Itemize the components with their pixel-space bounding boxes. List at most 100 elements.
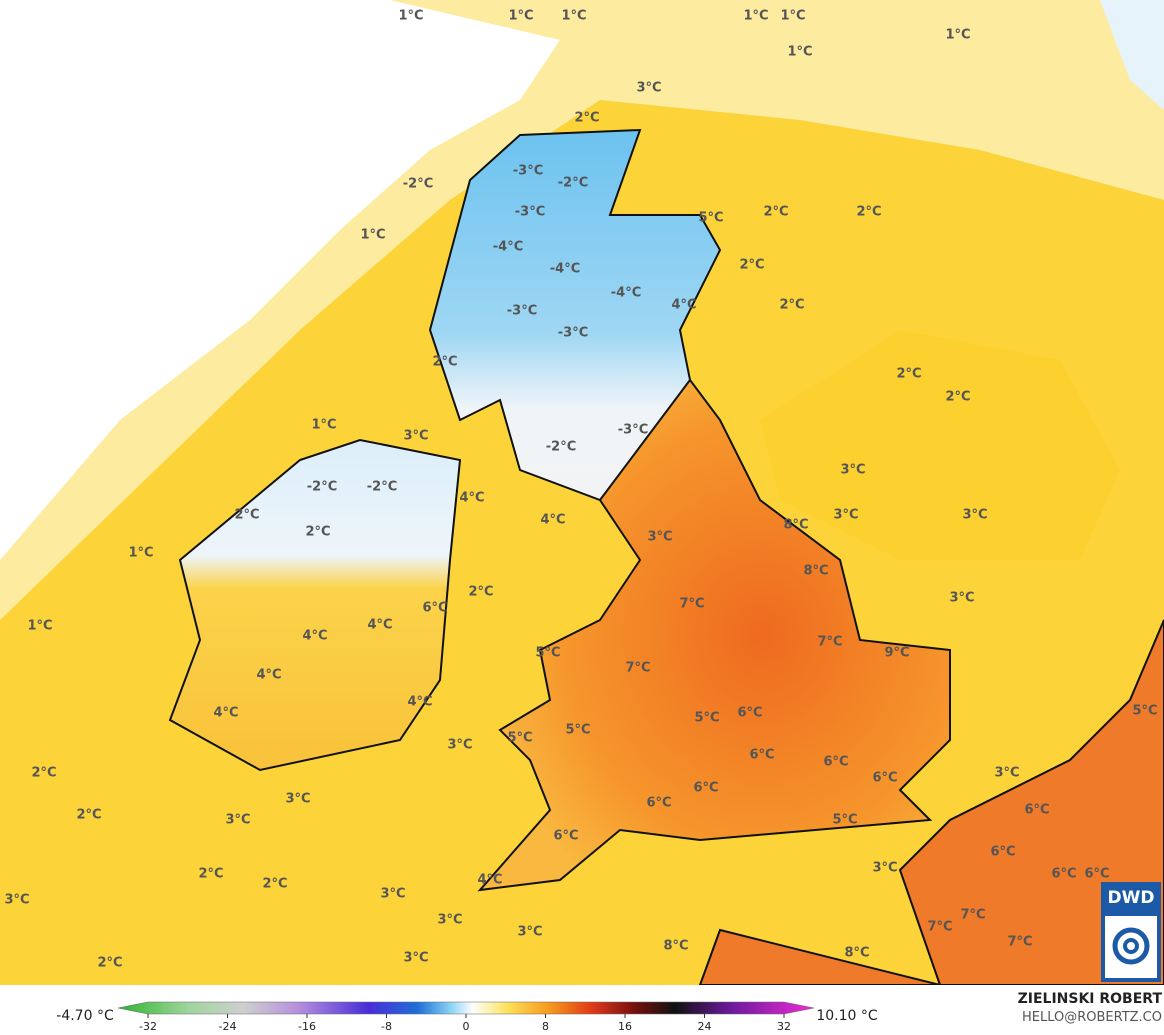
temp-label: 4°C bbox=[459, 491, 484, 506]
temp-label: 3°C bbox=[994, 766, 1019, 781]
temp-label: 4°C bbox=[540, 513, 565, 528]
temp-label: 5°C bbox=[535, 646, 560, 661]
temp-label: 3°C bbox=[872, 861, 897, 876]
temp-label: 1°C bbox=[311, 418, 336, 433]
temp-label: -3°C bbox=[507, 304, 537, 319]
temp-label: 7°C bbox=[960, 908, 985, 923]
temp-label: 5°C bbox=[832, 813, 857, 828]
temp-label: -4°C bbox=[493, 240, 523, 255]
temp-label: 1°C bbox=[360, 228, 385, 243]
temperature-labels: 1°C 1°C 1°C 1°C 1°C 1°C 1°C 3°C 2°C -3°C -2°C -2°C 5… bbox=[4, 9, 1157, 971]
temp-label: 2°C bbox=[896, 367, 921, 382]
temp-label: 4°C bbox=[213, 706, 238, 721]
temp-label: 2°C bbox=[234, 508, 259, 523]
temp-label: 8°C bbox=[783, 518, 808, 533]
colorbar-tick-label: 0 bbox=[463, 1020, 470, 1033]
temp-label: 5°C bbox=[507, 731, 532, 746]
temp-label: 3°C bbox=[962, 508, 987, 523]
temp-label: 4°C bbox=[407, 695, 432, 710]
temp-label: 6°C bbox=[693, 781, 718, 796]
colorbar-tick-label: -24 bbox=[219, 1020, 237, 1033]
colorbar bbox=[117, 1001, 815, 1015]
temp-label: -2°C bbox=[307, 480, 337, 495]
temp-label: 4°C bbox=[671, 298, 696, 313]
temp-label: 2°C bbox=[468, 585, 493, 600]
temp-label: 1°C bbox=[508, 9, 533, 24]
colorbar-tick-label: -32 bbox=[139, 1020, 157, 1033]
ireland bbox=[168, 438, 462, 772]
temp-label: -3°C bbox=[513, 164, 543, 179]
temp-label: -2°C bbox=[558, 176, 588, 191]
warm-zone bbox=[760, 330, 1120, 560]
temp-label: 5°C bbox=[565, 723, 590, 738]
temp-label: 6°C bbox=[749, 748, 774, 763]
temp-label: 3°C bbox=[647, 530, 672, 545]
temp-label: -2°C bbox=[546, 440, 576, 455]
temp-label: 6°C bbox=[872, 771, 897, 786]
temp-label: 7°C bbox=[679, 597, 704, 612]
temp-label: 1°C bbox=[787, 45, 812, 60]
temp-label: 6°C bbox=[990, 845, 1015, 860]
temp-label: 6°C bbox=[1024, 803, 1049, 818]
temp-label: 2°C bbox=[76, 808, 101, 823]
credit-email: HELLO@ROBERTZ.CO bbox=[1022, 1010, 1162, 1025]
cold-zone bbox=[1100, 0, 1164, 110]
temp-label: 2°C bbox=[763, 205, 788, 220]
temp-label: 3°C bbox=[949, 591, 974, 606]
temp-label: 2°C bbox=[945, 390, 970, 405]
temp-label: -3°C bbox=[618, 423, 648, 438]
temp-label: 2°C bbox=[305, 525, 330, 540]
temp-label: 2°C bbox=[31, 766, 56, 781]
temp-label: -4°C bbox=[611, 286, 641, 301]
temp-label: -2°C bbox=[403, 177, 433, 192]
temp-label: 3°C bbox=[380, 887, 405, 902]
temp-label: 6°C bbox=[422, 601, 447, 616]
temp-label: 2°C bbox=[97, 956, 122, 971]
temp-label: 2°C bbox=[856, 205, 881, 220]
temp-label: 7°C bbox=[817, 635, 842, 650]
temp-label: 3°C bbox=[4, 893, 29, 908]
temp-label: 3°C bbox=[403, 951, 428, 966]
temp-label: 1°C bbox=[945, 28, 970, 43]
temp-label: 1°C bbox=[128, 546, 153, 561]
temp-label: 3°C bbox=[225, 813, 250, 828]
temp-label: 1°C bbox=[398, 9, 423, 24]
temp-label: 1°C bbox=[561, 9, 586, 24]
temp-label: 4°C bbox=[302, 629, 327, 644]
temp-label: 9°C bbox=[884, 646, 909, 661]
temp-label: 4°C bbox=[477, 873, 502, 888]
colorbar-tick-label: 8 bbox=[542, 1020, 549, 1033]
colorbar-tick-label: -8 bbox=[381, 1020, 392, 1033]
cold-zone bbox=[0, 0, 560, 560]
credit-name: ZIELINSKI ROBERT bbox=[1018, 991, 1163, 1007]
temp-label: 7°C bbox=[625, 661, 650, 676]
temp-label: 1°C bbox=[743, 9, 768, 24]
temp-label: 5°C bbox=[694, 711, 719, 726]
temp-label: 2°C bbox=[262, 877, 287, 892]
colorbar-tick-label: 16 bbox=[618, 1020, 632, 1033]
temp-label: 2°C bbox=[779, 298, 804, 313]
temp-label: 2°C bbox=[739, 258, 764, 273]
temp-label: 1°C bbox=[27, 619, 52, 634]
temp-label: 7°C bbox=[927, 920, 952, 935]
temp-label: -3°C bbox=[558, 326, 588, 341]
temp-label: 4°C bbox=[367, 618, 392, 633]
colorbar-tick-label: 32 bbox=[777, 1020, 791, 1033]
temp-label: 2°C bbox=[198, 867, 223, 882]
temp-label: 7°C bbox=[1007, 935, 1032, 950]
temp-label: 8°C bbox=[663, 939, 688, 954]
temp-label: 3°C bbox=[437, 913, 462, 928]
temp-label: 2°C bbox=[432, 355, 457, 370]
temp-label: 3°C bbox=[833, 508, 858, 523]
temp-label: 3°C bbox=[517, 925, 542, 940]
temp-label: 3°C bbox=[840, 463, 865, 478]
temp-label: 5°C bbox=[1132, 704, 1157, 719]
temp-label: 3°C bbox=[285, 792, 310, 807]
temp-label: 6°C bbox=[646, 796, 671, 811]
temp-label: 8°C bbox=[844, 946, 869, 961]
logo-swirl bbox=[1123, 938, 1139, 954]
temp-label: 5°C bbox=[698, 211, 723, 226]
temp-label: -3°C bbox=[515, 205, 545, 220]
temp-label: 4°C bbox=[256, 668, 281, 683]
